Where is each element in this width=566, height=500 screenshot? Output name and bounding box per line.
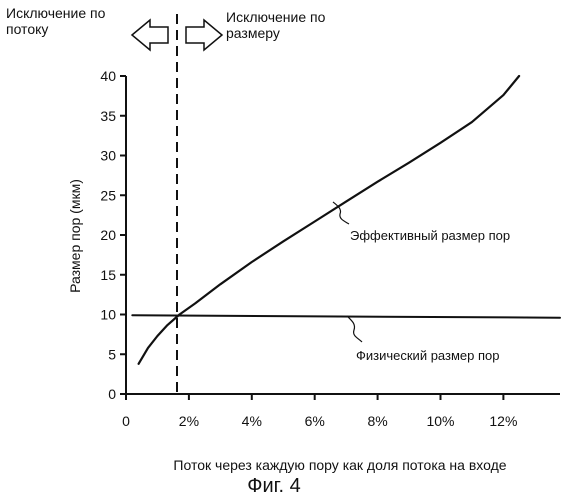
series-layer [132, 76, 560, 364]
x-tick-label: 6% [305, 413, 325, 429]
y-tick-label: 30 [100, 148, 116, 164]
physical-size-leader-icon [347, 316, 362, 342]
y-tick-label: 40 [100, 68, 116, 84]
x-tick-label: 10% [426, 413, 454, 429]
figure-caption: Фиг. 4 [247, 475, 300, 497]
x-tick-label: 2% [179, 413, 199, 429]
y-tick-label: 10 [100, 307, 116, 323]
effective-size-label: Эффективный размер пор [350, 228, 510, 243]
y-tick-label: 25 [100, 187, 116, 203]
y-tick-label: 5 [108, 346, 116, 362]
effective-size-series-line [139, 76, 519, 364]
y-tick-label: 0 [108, 386, 116, 402]
y-tick-label: 35 [100, 108, 116, 124]
left-arrow-icon [132, 20, 168, 50]
right-arrow-icon [186, 20, 222, 50]
x-tick-label: 12% [489, 413, 517, 429]
x-tick-label: 0 [122, 413, 130, 429]
y-tick-label: 20 [100, 227, 116, 243]
right-region-label: Исключение поразмеру [226, 9, 326, 41]
series-annotations: Эффективный размер пор Физический размер… [333, 202, 510, 363]
y-axis-label: Размер пор (мкм) [67, 179, 83, 293]
left-region-label: Исключение попотоку [6, 5, 106, 37]
plot-layer: 0 5 10 15 20 25 30 35 40 0 2% 4% 6% 8% 10% 12% [100, 14, 560, 429]
physical-size-label: Физический размер пор [356, 348, 499, 363]
x-axis-label: Поток через каждую пору как доля потока … [173, 457, 506, 473]
physical-size-series-line [132, 315, 560, 317]
tick-layer: 0 5 10 15 20 25 30 35 40 0 2% 4% 6% 8% 10% 12% [100, 68, 517, 429]
y-tick-label: 15 [100, 267, 116, 283]
x-tick-label: 4% [242, 413, 262, 429]
region-labels: Исключение попотоку Исключение поразмеру [6, 5, 326, 50]
x-tick-label: 8% [367, 413, 387, 429]
